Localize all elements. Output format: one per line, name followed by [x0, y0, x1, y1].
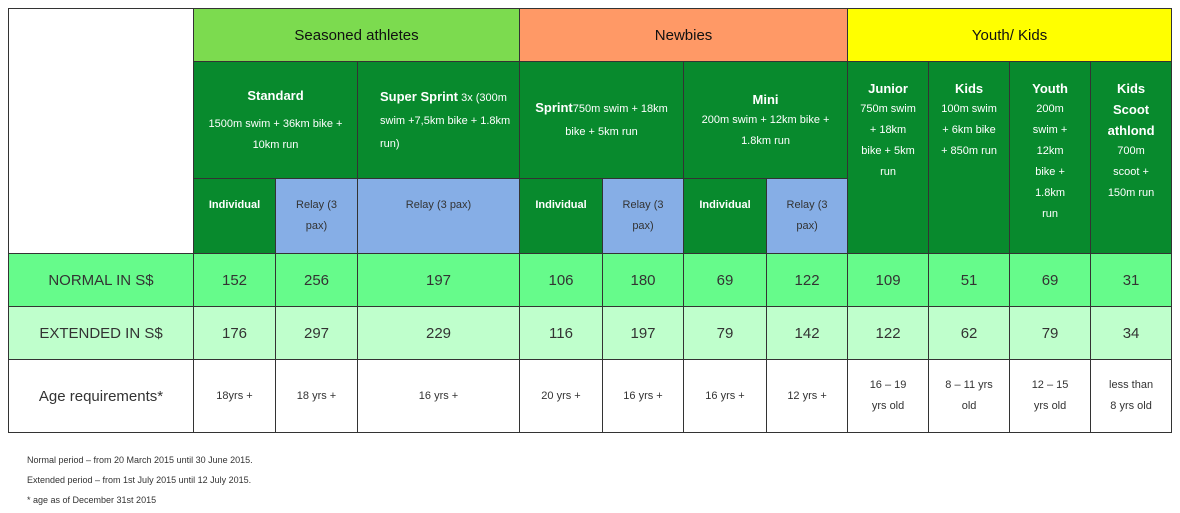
subheader-individual: Individual — [683, 178, 768, 254]
price-cell: 31 — [1090, 253, 1173, 307]
price-cell: 62 — [928, 306, 1011, 360]
subheader-label: Individual — [208, 199, 261, 211]
category-youth: Youth/ Kids — [847, 8, 1173, 62]
event-name: Super Sprint — [380, 88, 459, 104]
event-mini: Mini 200m swim + 12km bike + 1.8km run — [683, 61, 849, 179]
subheader-row: Individual Relay (3 pax) Relay (3 pax) I… — [9, 178, 1172, 254]
subheader-relay: Relay (3 pax) — [275, 178, 358, 254]
price-cell: 116 — [519, 306, 604, 360]
price-cell: 229 — [356, 306, 521, 360]
event-name: Sprint — [535, 100, 573, 115]
event-name: Kids Scoot athlond — [1107, 81, 1155, 138]
event-junior: Junior 750m swim + 18km bike + 5km run — [847, 61, 930, 254]
price-cell: 176 — [193, 306, 276, 360]
corner-cell — [8, 8, 194, 254]
event-name: Youth — [1032, 81, 1068, 96]
subheader-relay: Relay (3 pax) — [766, 178, 849, 254]
pricing-table: Seasoned athletes Newbies Youth/ Kids St… — [8, 8, 1173, 433]
event-name: Junior — [868, 81, 908, 96]
event-description: 1500m swim + 36km bike + 10km run — [208, 117, 343, 151]
price-cell: 51 — [928, 253, 1011, 307]
subheader-individual: Individual — [519, 178, 604, 254]
table-row-extended: EXTENDED IN S$ 176 297 229 116 197 79 14… — [8, 306, 1173, 360]
age-cell: 12 yrs + — [766, 359, 849, 433]
subheader-individual: Individual — [193, 178, 276, 254]
event-standard: Standard 1500m swim + 36km bike + 10km r… — [193, 61, 358, 179]
age-cell: 16 yrs + — [683, 359, 768, 433]
price-cell: 122 — [847, 306, 930, 360]
subheader-relay: Relay (3 pax) — [356, 178, 521, 254]
footnote-normal-period: Normal period – from 20 March 2015 until… — [27, 455, 253, 465]
event-description: 700m scoot + 150m run — [1107, 145, 1155, 199]
price-cell: 69 — [683, 253, 768, 307]
category-seasoned: Seasoned athletes — [192, 8, 521, 62]
subheader-relay: Relay (3 pax) — [602, 178, 685, 254]
event-description: 100m swim + 6km bike + 850m run — [941, 103, 998, 157]
subheader-label: Individual — [535, 199, 587, 211]
table-row-age: Age requirements* 18yrs + 18 yrs + 16 yr… — [8, 359, 1173, 433]
age-cell: 12 – 15 yrs old — [1009, 359, 1092, 433]
subheader-label: Individual — [699, 199, 751, 211]
footnote-extended-period: Extended period – from 1st July 2015 unt… — [27, 475, 252, 485]
event-row: Standard 1500m swim + 36km bike + 10km r… — [9, 61, 1173, 254]
category-newbies: Newbies — [519, 8, 849, 62]
row-label: Age requirements* — [8, 359, 194, 433]
event-name: Kids — [954, 81, 984, 96]
event-youth: Youth 200m swim + 12km bike + 1.8km run — [1009, 61, 1092, 254]
age-cell: 16 yrs + — [602, 359, 685, 433]
price-cell: 142 — [766, 306, 849, 360]
event-kids-scoot: Kids Scoot athlond 700m scoot + 150m run — [1090, 61, 1173, 254]
price-cell: 122 — [766, 253, 849, 307]
event-description: 200m swim + 12km bike + 1.8km run — [701, 113, 830, 147]
event-description: 750m swim + 18km bike + 5km run — [565, 103, 668, 138]
footnotes: Normal period – from 20 March 2015 until… — [27, 450, 253, 510]
price-cell: 152 — [193, 253, 276, 307]
event-description: 3x (300m swim +7,5km bike + 1.8km run) — [380, 91, 511, 150]
price-cell: 256 — [275, 253, 358, 307]
event-name: Mini — [752, 91, 779, 107]
footnote-age-note: * age as of December 31st 2015 — [27, 495, 157, 505]
price-cell: 79 — [1009, 306, 1092, 360]
age-cell: less than 8 yrs old — [1090, 359, 1173, 433]
price-cell: 79 — [683, 306, 768, 360]
event-super-sprint: Super Sprint 3x (300m swim +7,5km bike +… — [356, 61, 521, 179]
event-name: Standard — [247, 87, 304, 103]
age-cell: 18 yrs + — [275, 359, 358, 433]
price-cell: 297 — [275, 306, 358, 360]
age-cell: 16 – 19 yrs old — [847, 359, 930, 433]
price-cell: 34 — [1090, 306, 1173, 360]
row-label: NORMAL IN S$ — [8, 253, 194, 307]
price-cell: 109 — [847, 253, 930, 307]
event-description: 750m swim + 18km bike + 5km run — [860, 103, 916, 178]
price-cell: 69 — [1009, 253, 1092, 307]
age-cell: 18yrs + — [193, 359, 276, 433]
price-cell: 106 — [519, 253, 604, 307]
age-cell: 8 – 11 yrs old — [928, 359, 1011, 433]
category-row: Seasoned athletes Newbies Youth/ Kids — [8, 8, 1173, 254]
event-description: 200m swim + 12km bike + 1.8km run — [1032, 103, 1068, 220]
event-sprint: Sprint750m swim + 18km bike + 5km run — [519, 61, 685, 179]
event-kids: Kids 100m swim + 6km bike + 850m run — [928, 61, 1011, 254]
price-cell: 197 — [602, 306, 685, 360]
row-label: EXTENDED IN S$ — [8, 306, 194, 360]
age-cell: 20 yrs + — [519, 359, 604, 433]
table-row-normal: NORMAL IN S$ 152 256 197 106 180 69 122 … — [8, 253, 1173, 307]
price-cell: 180 — [602, 253, 685, 307]
price-cell: 197 — [356, 253, 521, 307]
age-cell: 16 yrs + — [356, 359, 521, 433]
